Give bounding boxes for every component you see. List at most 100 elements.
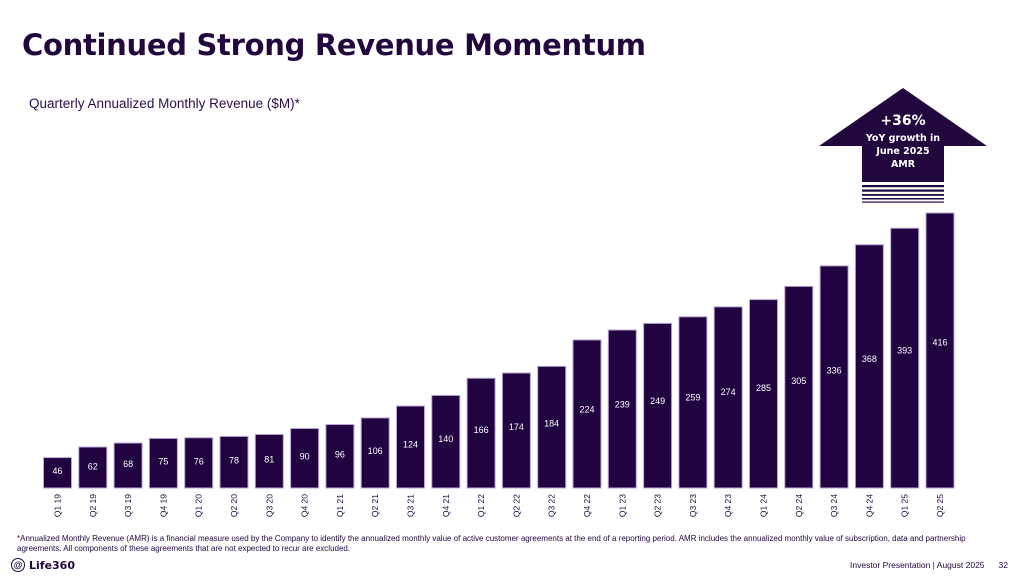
bar-q4-23 [713,306,743,489]
bar-value-label: 124 [403,440,418,450]
x-tick-label: Q2 22 [511,494,521,517]
logo-text: Life360 [29,558,75,572]
bar-value-label: 174 [509,422,524,432]
bar-value-label: 305 [791,376,806,386]
bar-value-label: 166 [474,425,489,435]
company-logo: @ Life360 [11,558,75,572]
bar-value-label: 285 [756,383,771,393]
bar-q4-20 [290,428,320,489]
callout-line2: June 2025 [875,146,929,157]
bar-q1-19 [43,457,72,489]
bar-value-label: 62 [88,461,98,471]
bar-value-label: 68 [123,459,133,469]
bar-value-label: 259 [685,392,700,402]
callout-line1: YoY growth in [865,133,940,144]
x-tick-label: Q4 23 [723,494,733,517]
x-tick-label: Q2 24 [794,494,804,517]
bar-value-label: 90 [300,451,310,461]
x-tick-label: Q3 19 [123,494,133,517]
x-tick-label: Q4 21 [441,494,451,517]
arrow-stripe [862,201,944,203]
chart-subtitle: Quarterly Annualized Monthly Revenue ($M… [29,96,300,111]
revenue-bar-chart: 46 Q1 19 62 Q2 19 68 Q3 19 75 Q4 19 76 Q1 20 78 Q2 … [43,88,987,517]
bar-q2-22 [501,372,531,489]
arrow-stripe [862,189,944,192]
bar-q1-23 [607,329,637,489]
arrow-stripe [862,198,944,200]
x-tick-label: Q1 19 [53,494,63,517]
slide-footer: Investor Presentation | August 2025 32 [850,560,1008,570]
bar-value-label: 140 [438,434,453,444]
x-tick-label: Q2 19 [88,494,98,517]
bar-q3-23 [678,316,708,489]
bar-value-label: 184 [544,419,559,429]
bar-q1-22 [466,377,496,489]
bar-value-label: 224 [579,405,594,415]
bar-q1-20 [184,437,214,489]
bar-value-label: 78 [229,456,239,466]
x-tick-label: Q1 24 [759,494,769,517]
arrow-stripe [862,194,944,196]
callout-headline: +36% [880,113,925,129]
x-tick-label: Q4 20 [300,494,310,517]
bar-value-label: 75 [158,457,168,467]
bar-q4-19 [148,437,178,489]
x-tick-label: Q3 21 [406,494,416,517]
x-tick-label: Q3 20 [264,494,274,517]
x-tick-label: Q4 24 [864,494,874,517]
bar-value-label: 106 [368,446,383,456]
bar-value-label: 46 [52,466,62,476]
arrow-stripe [862,185,944,188]
bar-q3-20 [254,433,284,489]
x-tick-label: Q1 23 [617,494,627,517]
bar-q1-21 [325,424,355,489]
bar-q4-22 [572,339,602,489]
x-tick-label: Q2 25 [935,494,945,517]
bar-value-label: 239 [615,399,630,409]
bar-value-label: 368 [862,354,877,364]
bar-q3-24 [819,265,849,489]
bar-value-label: 393 [897,345,912,355]
x-tick-label: Q1 25 [900,494,910,517]
x-tick-label: Q2 23 [653,494,663,517]
bar-value-label: 81 [264,455,274,465]
bar-q4-24 [854,244,884,489]
bar-q3-21 [396,405,425,489]
bar-q2-19 [78,446,108,489]
x-tick-label: Q4 22 [582,494,592,517]
bar-q3-19 [113,442,143,489]
life360-logo-icon: @ [11,558,25,572]
slide-title: Continued Strong Revenue Momentum [22,28,646,62]
bar-q2-25 [925,212,955,489]
footnote: *Annualized Monthly Revenue (AMR) is a f… [17,534,966,553]
bar-q4-21 [431,394,461,489]
bar-value-label: 416 [932,337,947,347]
bar-q2-20 [219,435,249,489]
bar-value-label: 249 [650,396,665,406]
bar-value-label: 274 [721,387,736,397]
x-tick-label: Q3 23 [688,494,698,517]
x-tick-label: Q1 21 [335,494,345,517]
x-tick-label: Q1 20 [194,494,204,517]
footer-label: Investor Presentation | August 2025 [850,560,985,570]
bars-group: 46 Q1 19 62 Q2 19 68 Q3 19 75 Q4 19 76 Q1 20 78 Q2 … [43,212,955,517]
bar-q2-24 [784,285,814,489]
growth-callout-arrow: +36% YoY growth in June 2025 AMR [819,88,987,203]
bar-q1-25 [890,227,920,489]
x-tick-label: Q2 20 [229,494,239,517]
x-tick-label: Q3 24 [829,494,839,517]
bar-q2-23 [643,322,673,489]
x-tick-label: Q1 22 [476,494,486,517]
callout-line3: AMR [891,159,916,170]
x-tick-label: Q3 22 [547,494,557,517]
bar-value-label: 336 [827,365,842,375]
x-tick-label: Q4 19 [158,494,168,517]
x-tick-label: Q2 21 [370,494,380,517]
page-number: 32 [998,560,1008,570]
bar-value-label: 76 [194,456,204,466]
bar-value-label: 96 [335,449,345,459]
bar-q1-24 [749,299,778,489]
bar-q3-22 [537,365,567,489]
bar-q2-21 [360,417,390,489]
arrow-up-icon [819,88,987,182]
